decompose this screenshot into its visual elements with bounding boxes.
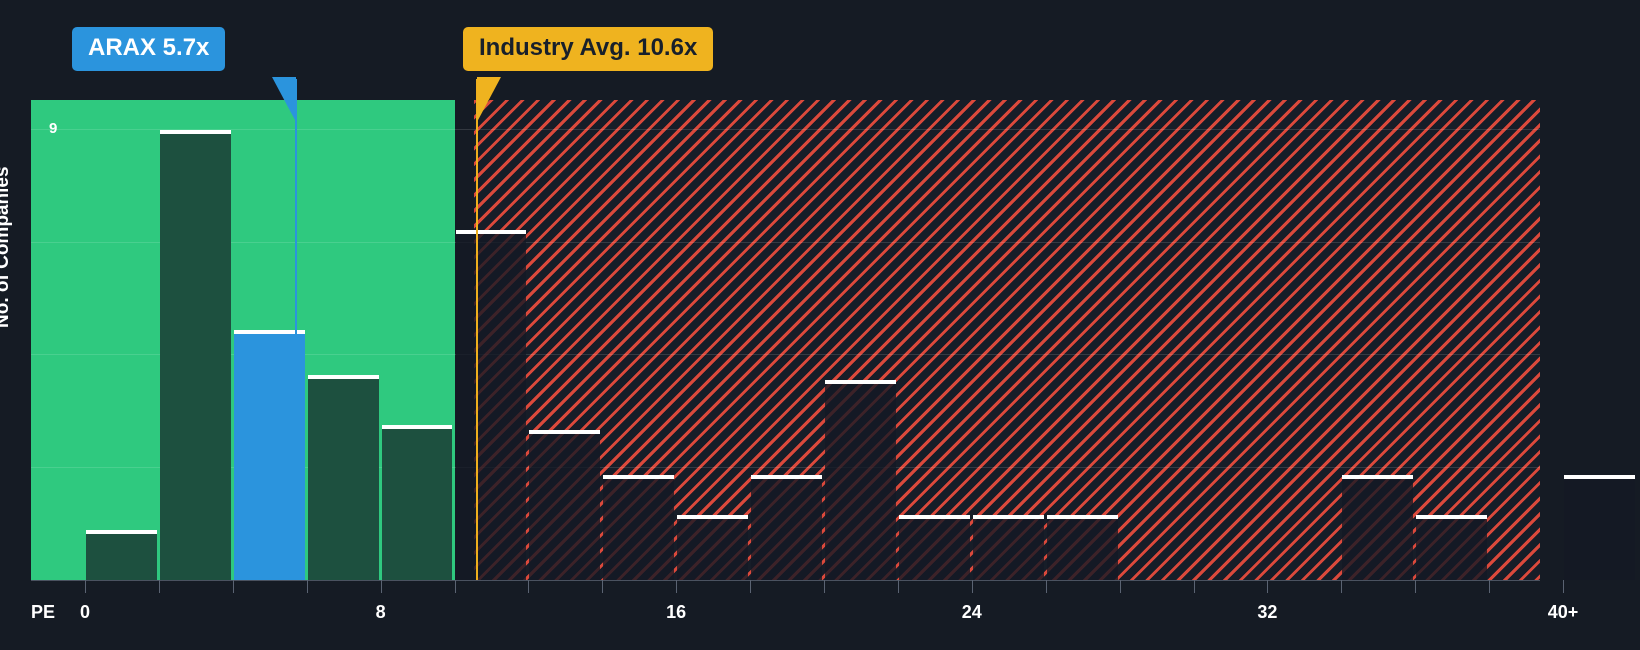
bar-cap xyxy=(1416,515,1488,519)
x-tick xyxy=(1193,580,1195,593)
bar-body xyxy=(1416,519,1488,580)
bar-body xyxy=(86,534,157,580)
histogram-bar[interactable] xyxy=(1046,515,1118,580)
histogram-bar[interactable] xyxy=(455,230,527,580)
bar-body xyxy=(898,519,970,580)
bar-cap xyxy=(307,375,379,379)
bar-body xyxy=(972,519,1044,580)
plot-area xyxy=(31,100,1635,580)
x-tick-label: 32 xyxy=(1257,602,1278,622)
x-tick xyxy=(1489,580,1491,593)
histogram-bar[interactable] xyxy=(825,380,896,580)
x-tick xyxy=(676,580,678,593)
x-tick xyxy=(1341,580,1343,593)
bar-cap xyxy=(677,515,749,519)
bar-body xyxy=(233,334,305,580)
x-tick xyxy=(897,580,899,593)
bar-body xyxy=(1342,479,1414,580)
x-tick xyxy=(1267,580,1269,593)
x-tick xyxy=(454,580,456,593)
bar-body xyxy=(677,519,749,580)
x-tick xyxy=(232,580,234,593)
x-tick xyxy=(85,580,86,593)
x-tick xyxy=(602,580,604,593)
x-tick xyxy=(528,580,530,593)
bar-body xyxy=(825,384,896,580)
histogram-bar[interactable] xyxy=(1342,475,1414,580)
x-tick xyxy=(158,580,160,593)
histogram-bar[interactable] xyxy=(677,515,749,580)
bar-cap xyxy=(86,530,157,534)
bar-body xyxy=(603,479,675,580)
bar-body xyxy=(381,429,453,580)
histogram-bar[interactable] xyxy=(603,475,675,580)
bar-cap xyxy=(381,425,453,429)
bar-cap xyxy=(751,475,822,479)
x-axis-title: PE xyxy=(31,602,56,622)
industry-marker-callout-tail xyxy=(476,77,501,122)
x-tick xyxy=(1415,580,1417,593)
histogram-bar[interactable] xyxy=(972,515,1044,580)
bar-cap xyxy=(603,475,675,479)
industry-marker-line xyxy=(475,79,478,580)
x-tick-label: 16 xyxy=(666,602,687,622)
bar-cap xyxy=(1046,515,1118,519)
bar-body xyxy=(1046,519,1118,580)
bar-cap xyxy=(233,330,305,334)
histogram-bar[interactable] xyxy=(307,375,379,580)
x-tick-label: 0 xyxy=(79,602,91,622)
histogram-bar[interactable] xyxy=(1416,515,1488,580)
histogram-bar[interactable] xyxy=(381,425,453,580)
x-tick-label: 24 xyxy=(961,602,982,622)
bar-cap xyxy=(455,230,527,234)
histogram-bar[interactable] xyxy=(1564,475,1635,580)
bar-body xyxy=(751,479,822,580)
bar-body xyxy=(1564,479,1635,580)
bar-body xyxy=(307,379,379,580)
y-axis-title: No. of Companies xyxy=(0,166,13,328)
bar-cap xyxy=(825,380,896,384)
bar-body xyxy=(159,134,231,580)
histogram-bar[interactable] xyxy=(898,515,970,580)
bar-cap xyxy=(1564,475,1635,479)
x-tick xyxy=(1045,580,1047,593)
x-tick xyxy=(1119,580,1121,593)
x-tick xyxy=(380,580,382,593)
histogram-bar[interactable] xyxy=(751,475,822,580)
bar-body xyxy=(529,434,601,580)
company-marker-callout[interactable]: ARAX 5.7x xyxy=(72,27,226,71)
bar-cap xyxy=(1342,475,1414,479)
x-tick-label: 8 xyxy=(375,602,386,622)
histogram-bar[interactable] xyxy=(86,530,157,580)
x-tick xyxy=(306,580,308,593)
x-tick xyxy=(750,580,752,593)
x-tick-label: 40+ xyxy=(1547,602,1579,622)
x-tick xyxy=(971,580,973,593)
histogram-bar[interactable] xyxy=(529,430,601,580)
x-axis-line xyxy=(31,580,1540,581)
y-axis-max-label: 9 xyxy=(49,120,58,137)
company-marker-line xyxy=(294,79,297,580)
bar-cap xyxy=(529,430,601,434)
bar-body xyxy=(455,234,527,580)
histogram-bar[interactable] xyxy=(233,330,305,580)
bar-cap xyxy=(898,515,970,519)
company-marker-callout-tail xyxy=(271,77,296,122)
histogram-bar[interactable] xyxy=(159,130,231,580)
industry-marker-callout[interactable]: Industry Avg. 10.6x xyxy=(463,27,714,71)
bar-cap xyxy=(159,130,231,134)
bar-cap xyxy=(972,515,1044,519)
x-tick xyxy=(1563,580,1564,593)
x-tick xyxy=(824,580,825,593)
